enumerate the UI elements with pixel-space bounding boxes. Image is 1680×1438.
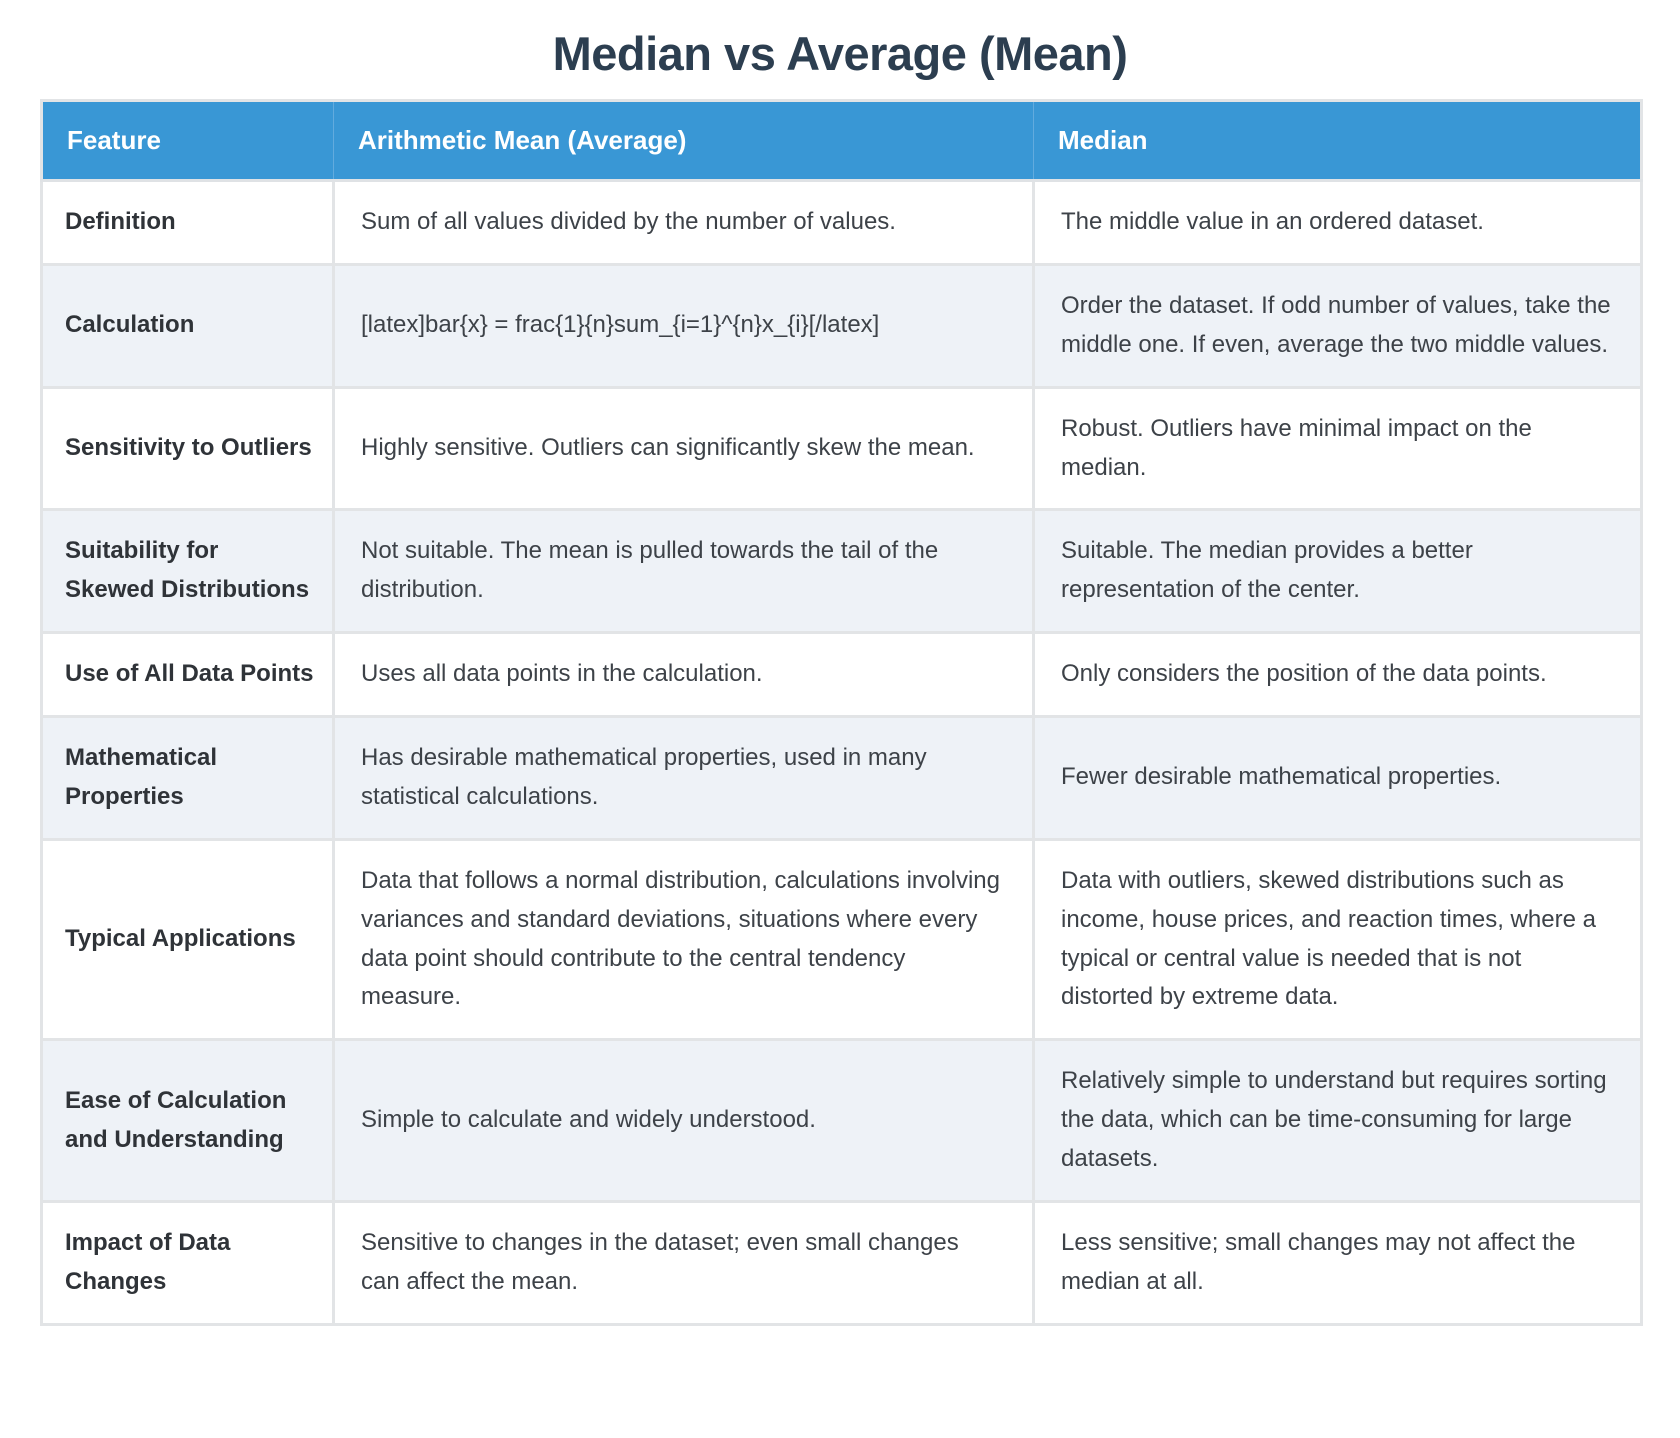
mean-cell: Uses all data points in the calculation. (332, 631, 1035, 718)
median-cell: The middle value in an ordered dataset. (1032, 179, 1643, 266)
median-cell: Less sensitive; small changes may not af… (1032, 1199, 1643, 1326)
table-row: Impact of Data Changes Sensitive to chan… (40, 1199, 1643, 1326)
feature-cell: Typical Applications (40, 837, 335, 1042)
median-cell: Only considers the position of the data … (1032, 631, 1643, 718)
median-cell: Robust. Outliers have minimal impact on … (1032, 385, 1643, 512)
column-header-median: Median (1033, 100, 1642, 182)
feature-cell: Ease of Calculation and Understanding (40, 1038, 335, 1203)
feature-cell: Use of All Data Points (40, 631, 335, 718)
table-row: Mathematical Properties Has desirable ma… (40, 715, 1643, 841)
comparison-table: Feature Arithmetic Mean (Average) Median… (40, 99, 1643, 1326)
mean-cell: [latex]bar{x} = frac{1}{n}sum_{i=1}^{n}x… (332, 262, 1035, 389)
page-title: Median vs Average (Mean) (552, 27, 1128, 80)
median-cell: Relatively simple to understand but requ… (1032, 1038, 1643, 1203)
table-row: Calculation [latex]bar{x} = frac{1}{n}su… (40, 262, 1643, 389)
table-row: Definition Sum of all values divided by … (40, 179, 1643, 266)
mean-cell: Highly sensitive. Outliers can significa… (332, 385, 1035, 512)
mean-cell: Data that follows a normal distribution,… (332, 837, 1035, 1042)
feature-cell: Definition (40, 179, 335, 266)
median-cell: Data with outliers, skewed distributions… (1032, 837, 1643, 1042)
median-cell: Suitable. The median provides a better r… (1032, 508, 1643, 635)
mean-cell: Simple to calculate and widely understoo… (332, 1038, 1035, 1203)
table-row: Ease of Calculation and Understanding Si… (40, 1038, 1643, 1203)
feature-cell: Suitability for Skewed Distributions (40, 508, 335, 635)
median-cell: Fewer desirable mathematical properties. (1032, 715, 1643, 841)
header-row: Feature Arithmetic Mean (Average) Median (41, 100, 1642, 182)
table-row: Typical Applications Data that follows a… (40, 837, 1643, 1042)
feature-cell: Mathematical Properties (40, 715, 335, 841)
median-cell: Order the dataset. If odd number of valu… (1032, 262, 1643, 389)
table-row: Sensitivity to Outliers Highly sensitive… (40, 385, 1643, 512)
mean-cell: Has desirable mathematical properties, u… (332, 715, 1035, 841)
feature-cell: Sensitivity to Outliers (40, 385, 335, 512)
table-row: Suitability for Skewed Distributions Not… (40, 508, 1643, 635)
feature-cell: Calculation (40, 262, 335, 389)
column-header-mean: Arithmetic Mean (Average) (333, 100, 1034, 182)
mean-cell: Sensitive to changes in the dataset; eve… (332, 1199, 1035, 1326)
table-row: Use of All Data Points Uses all data poi… (40, 631, 1643, 718)
comparison-table-container: Feature Arithmetic Mean (Average) Median… (40, 99, 1643, 1326)
mean-cell: Sum of all values divided by the number … (332, 179, 1035, 266)
column-header-feature: Feature (41, 100, 334, 182)
feature-cell: Impact of Data Changes (40, 1199, 335, 1326)
mean-cell: Not suitable. The mean is pulled towards… (332, 508, 1035, 635)
